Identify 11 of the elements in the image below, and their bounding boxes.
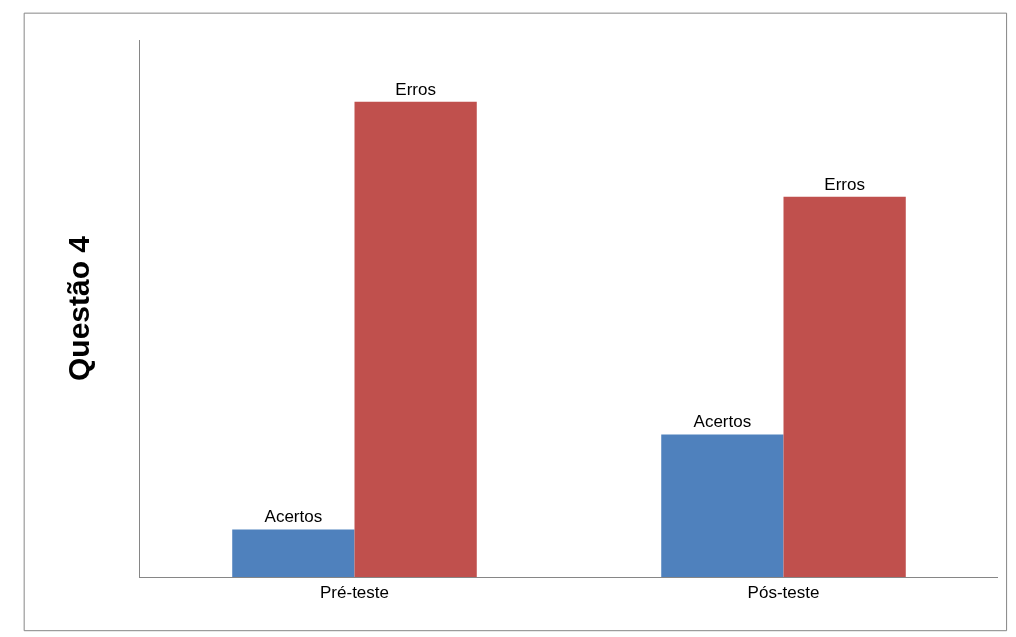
- bar: [354, 101, 477, 577]
- text: Erros: [824, 174, 865, 194]
- series-label: Erros: [395, 79, 436, 99]
- x-tick-label: Pós-teste: [747, 583, 820, 603]
- bar: [783, 196, 906, 577]
- x-tick-label: Pré-teste: [320, 583, 389, 603]
- series-label: Acertos: [264, 507, 323, 527]
- y-axis-title: Questão 4: [62, 235, 95, 382]
- text: Acertos: [693, 412, 752, 432]
- bar: [661, 434, 784, 577]
- bar: [232, 529, 355, 577]
